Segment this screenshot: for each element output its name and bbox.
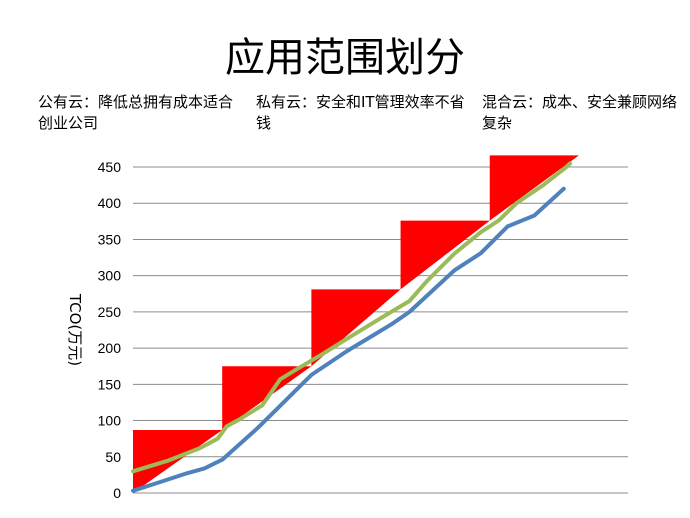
- series-lines: [131, 161, 572, 493]
- y-tick-label: 450: [98, 159, 122, 175]
- y-tick-label: 250: [98, 304, 122, 320]
- y-tick-label: 350: [98, 231, 122, 247]
- step-5: [489, 155, 579, 221]
- step-4: [400, 220, 490, 290]
- y-tick-label: 100: [98, 413, 122, 429]
- y-tick-label: 150: [98, 376, 122, 392]
- y-axis-label: TCO(万元): [66, 293, 84, 366]
- public-cloud-description: 公有云：降低总拥有成本适合创业公司: [38, 93, 234, 132]
- y-tick-label: 0: [113, 485, 121, 501]
- y-tick-labels: 0 50 100 150 200 250 300 350 400 450: [98, 159, 122, 501]
- y-tick-label: 200: [98, 340, 122, 356]
- page-title: 应用范围划分: [225, 35, 465, 81]
- green-tco-line: [131, 161, 572, 474]
- blue-tco-line: [131, 186, 566, 493]
- y-tick-label: 50: [105, 449, 121, 465]
- y-tick-label: 400: [98, 195, 122, 211]
- y-tick-label: 300: [98, 268, 122, 284]
- hybrid-cloud-description: 混合云：成本、安全兼顾网络复杂: [482, 93, 678, 132]
- private-cloud-description: 私有云：安全和IT管理效率不省钱: [256, 93, 465, 132]
- step-1: [133, 429, 223, 493]
